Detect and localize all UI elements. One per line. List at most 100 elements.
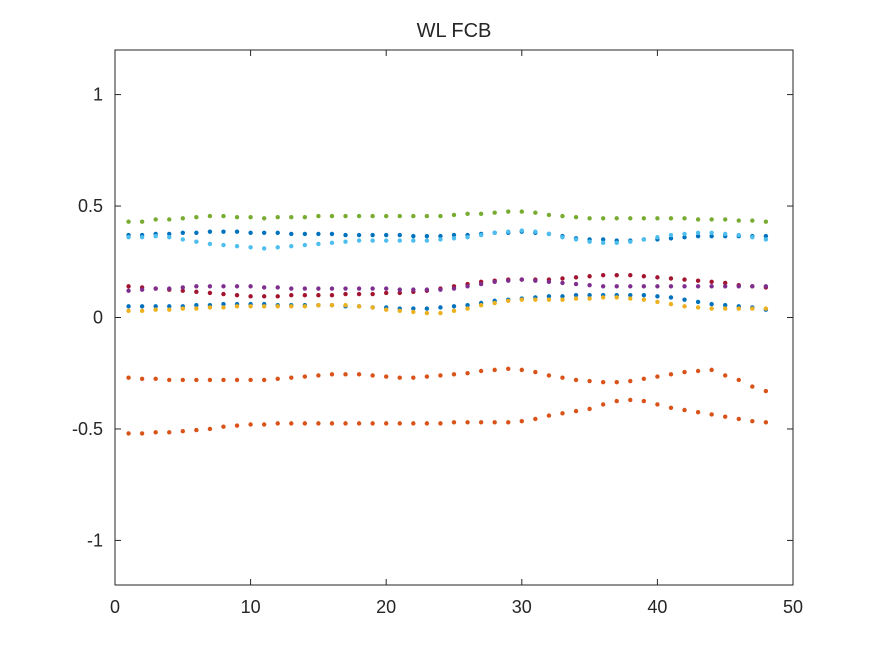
data-point — [234, 423, 240, 428]
data-point — [628, 378, 633, 384]
data-point — [126, 284, 131, 289]
data-point — [668, 295, 674, 300]
data-point — [397, 287, 402, 292]
data-point — [695, 299, 701, 305]
data-point — [560, 213, 565, 219]
data-point — [546, 297, 552, 302]
data-point — [180, 230, 185, 235]
data-point — [587, 406, 592, 412]
data-point — [194, 377, 199, 383]
y-tick-label: -1 — [87, 530, 103, 550]
data-point — [614, 284, 619, 289]
data-point — [384, 421, 389, 426]
data-point — [424, 287, 430, 292]
data-point — [478, 420, 484, 425]
data-point — [207, 229, 213, 234]
data-point — [289, 293, 294, 298]
data-point — [207, 213, 213, 219]
data-point — [248, 304, 253, 309]
data-point — [167, 377, 172, 383]
data-point — [506, 209, 511, 214]
y-tick-label: -0.5 — [72, 419, 103, 439]
data-point — [207, 426, 213, 432]
data-point — [465, 211, 470, 217]
data-point — [478, 303, 484, 308]
data-point — [695, 233, 701, 239]
data-point — [356, 291, 362, 297]
data-point — [289, 421, 294, 426]
series-5 — [126, 277, 769, 293]
data-point — [329, 213, 335, 219]
x-tick-label: 50 — [783, 597, 803, 617]
data-point — [248, 284, 253, 289]
data-point — [478, 211, 484, 217]
data-point — [682, 297, 687, 302]
data-point — [316, 286, 321, 291]
data-point — [533, 229, 538, 234]
data-point — [533, 416, 538, 422]
data-point — [139, 219, 145, 224]
data-point — [723, 373, 728, 378]
data-point — [194, 427, 199, 433]
data-point — [573, 408, 579, 414]
data-point — [451, 236, 457, 241]
data-point — [275, 285, 280, 290]
data-point — [451, 232, 457, 238]
data-point — [234, 293, 240, 298]
data-point — [343, 286, 348, 291]
data-point — [736, 232, 741, 238]
data-point — [763, 233, 769, 239]
data-point — [234, 214, 240, 220]
data-point — [221, 305, 226, 310]
data-point — [302, 214, 308, 220]
data-point — [384, 213, 389, 219]
data-point — [723, 414, 728, 419]
data-point — [750, 418, 755, 424]
data-point — [709, 279, 714, 285]
data-point — [560, 235, 565, 240]
data-point — [614, 398, 619, 404]
data-point — [655, 275, 660, 280]
y-tick-label: 0 — [93, 308, 103, 328]
data-point — [289, 231, 294, 237]
data-point — [451, 420, 457, 425]
data-point — [289, 375, 294, 380]
data-point — [370, 213, 375, 219]
data-point — [736, 306, 741, 311]
data-point — [763, 306, 769, 311]
data-point — [370, 238, 375, 243]
data-point — [275, 304, 280, 309]
data-point — [628, 239, 633, 244]
data-point — [153, 286, 158, 291]
data-point — [329, 240, 335, 246]
data-point — [560, 297, 565, 302]
data-point — [668, 301, 674, 307]
data-point — [221, 242, 226, 248]
data-point — [343, 372, 348, 377]
data-point — [302, 231, 308, 237]
data-point — [465, 306, 470, 311]
data-point — [736, 218, 741, 223]
data-point — [194, 303, 199, 308]
data-point — [600, 216, 606, 221]
data-point — [695, 305, 701, 310]
data-point — [438, 373, 443, 378]
data-point — [261, 422, 267, 427]
data-point — [207, 241, 213, 247]
data-point — [560, 276, 565, 281]
data-point — [384, 290, 389, 296]
data-point — [167, 430, 172, 435]
data-point — [316, 421, 321, 426]
data-point — [695, 368, 701, 374]
data-point — [682, 407, 687, 413]
data-point — [750, 218, 755, 223]
data-point — [614, 379, 619, 385]
x-tick-label: 10 — [241, 597, 261, 617]
x-tick-label: 20 — [376, 597, 396, 617]
data-point — [261, 285, 267, 290]
data-point — [465, 371, 470, 376]
data-point — [682, 304, 687, 309]
data-point — [221, 229, 226, 234]
data-point — [289, 304, 294, 309]
data-point — [587, 216, 592, 221]
